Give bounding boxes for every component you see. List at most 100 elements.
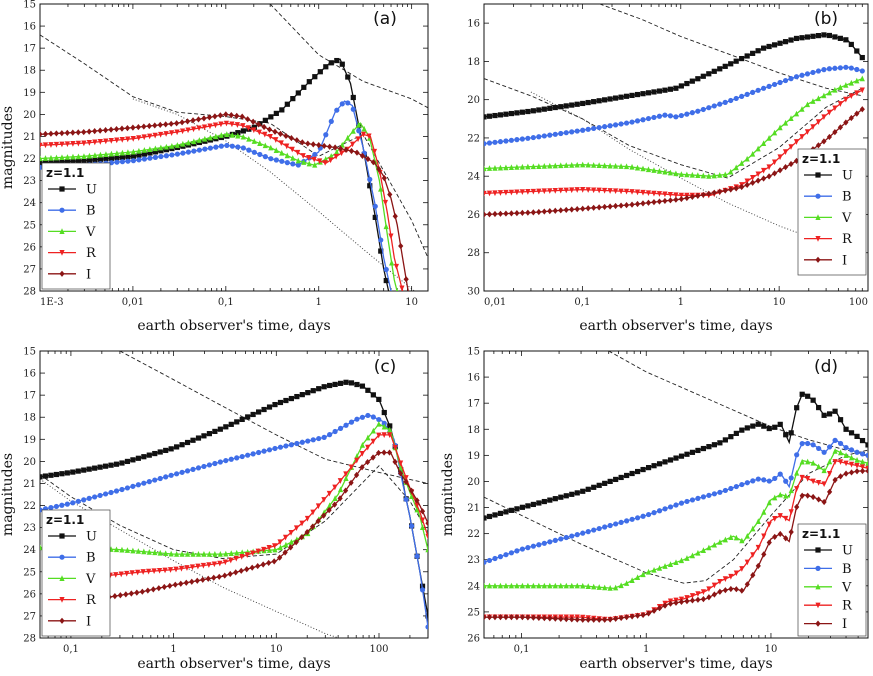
data-point-B	[766, 83, 772, 89]
data-point-B	[739, 93, 745, 100]
data-point-V	[656, 168, 663, 174]
plot-frame	[483, 350, 869, 639]
data-point-I	[146, 122, 152, 130]
data-point-I	[805, 492, 811, 499]
y-tick-label: 25	[23, 567, 36, 578]
data-point-V	[279, 149, 285, 156]
data-point-I	[283, 132, 289, 140]
data-point-R	[854, 462, 860, 469]
data-point-V	[389, 259, 395, 266]
data-point-B	[354, 416, 360, 422]
data-point-B	[662, 112, 668, 118]
data-point-I	[678, 195, 684, 203]
data-point-R	[151, 568, 157, 575]
data-point-U	[354, 381, 360, 388]
data-point-I	[826, 133, 832, 141]
data-point-U	[591, 99, 597, 105]
data-point-V	[865, 460, 868, 466]
data-point-B	[744, 91, 750, 97]
data-point-I	[508, 210, 515, 217]
data-point-V	[130, 148, 137, 155]
data-point-U	[75, 158, 82, 164]
data-point-B	[640, 117, 646, 123]
panel-label: (b)	[814, 9, 838, 29]
data-point-V	[124, 547, 131, 553]
data-point-R	[218, 121, 224, 128]
data-point-V	[695, 172, 701, 178]
data-point-U	[810, 33, 816, 39]
data-point-U	[97, 156, 104, 162]
data-point-I	[859, 467, 866, 475]
data-point-R	[656, 191, 663, 197]
data-point-B	[48, 505, 54, 511]
data-point-B	[618, 121, 624, 127]
x-tick-label: 10	[405, 297, 418, 308]
data-point-B	[865, 452, 868, 458]
data-point-I	[386, 449, 393, 456]
data-point-B	[662, 506, 668, 512]
data-point-B	[695, 495, 701, 501]
y-tick-label: 16	[467, 373, 480, 384]
data-point-B	[788, 76, 794, 82]
data-point-V	[695, 549, 701, 556]
data-point-U	[348, 380, 355, 386]
data-point-V	[602, 584, 608, 591]
data-point-I	[293, 539, 299, 546]
data-point-R	[125, 136, 131, 143]
data-point-V	[832, 448, 838, 454]
x-tick-label: 1	[678, 297, 684, 308]
data-point-R	[865, 465, 868, 472]
data-point-U	[130, 153, 137, 159]
legend-title: z=1.1	[46, 513, 84, 527]
data-point-R	[189, 564, 196, 571]
data-point-R	[317, 158, 323, 165]
data-point-U	[53, 471, 59, 478]
data-point-V	[425, 546, 428, 553]
data-point-U	[294, 393, 300, 400]
data-point-U	[163, 147, 170, 153]
data-point-U	[793, 35, 800, 42]
data-point-I	[167, 582, 173, 589]
series-R	[58, 432, 428, 580]
data-point-I	[711, 189, 717, 196]
data-point-U	[317, 69, 323, 75]
data-point-V	[268, 144, 274, 151]
data-point-I	[425, 520, 428, 527]
data-point-B	[492, 139, 498, 145]
data-point-I	[48, 130, 54, 137]
y-tick-label: 20	[467, 477, 480, 488]
data-point-V	[635, 574, 641, 581]
series-I	[484, 106, 865, 218]
data-point-R	[859, 464, 866, 471]
data-point-R	[59, 141, 65, 148]
data-point-V	[859, 458, 866, 465]
data-point-V	[152, 145, 158, 152]
data-point-U	[92, 465, 98, 471]
data-point-I	[766, 539, 772, 546]
data-point-V	[728, 534, 734, 540]
data-point-B	[695, 108, 701, 114]
data-point-R	[689, 593, 696, 599]
plot-area	[484, 351, 868, 623]
data-point-V	[158, 144, 164, 151]
data-point-U	[130, 457, 136, 463]
data-point-U	[283, 397, 289, 404]
data-point-V	[832, 86, 838, 93]
data-point-U	[327, 382, 333, 389]
data-point-I	[613, 615, 619, 622]
data-point-B	[147, 155, 153, 161]
data-point-R	[184, 565, 190, 571]
data-point-V	[783, 492, 789, 499]
legend-marker-I	[815, 620, 821, 627]
data-point-V	[484, 165, 487, 172]
data-point-U	[268, 114, 274, 120]
data-point-V	[141, 147, 147, 153]
data-point-B	[552, 537, 558, 544]
data-point-U	[645, 465, 652, 471]
data-point-V	[519, 163, 525, 170]
data-point-U	[859, 437, 866, 444]
data-point-B	[365, 412, 371, 419]
y-axis-label: magnitudes	[0, 453, 16, 536]
data-point-R	[782, 149, 789, 155]
